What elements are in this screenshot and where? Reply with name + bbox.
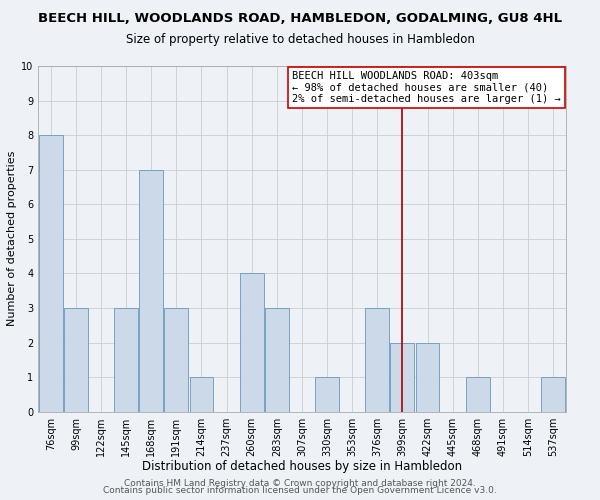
Bar (265, 308, 289, 412)
Bar (315, 377, 339, 412)
Text: Contains public sector information licensed under the Open Government Licence v3: Contains public sector information licen… (103, 486, 497, 495)
Text: Contains HM Land Registry data © Crown copyright and database right 2024.: Contains HM Land Registry data © Crown c… (124, 478, 476, 488)
X-axis label: Distribution of detached houses by size in Hambledon: Distribution of detached houses by size … (142, 460, 462, 473)
Bar (416, 342, 439, 411)
Bar (365, 308, 389, 412)
Bar (541, 377, 565, 412)
Bar (391, 342, 415, 411)
Bar (466, 377, 490, 412)
Bar (190, 377, 214, 412)
Text: BEECH HILL WOODLANDS ROAD: 403sqm
← 98% of detached houses are smaller (40)
2% o: BEECH HILL WOODLANDS ROAD: 403sqm ← 98% … (292, 71, 560, 104)
Bar (39, 135, 63, 411)
Text: BEECH HILL, WOODLANDS ROAD, HAMBLEDON, GODALMING, GU8 4HL: BEECH HILL, WOODLANDS ROAD, HAMBLEDON, G… (38, 12, 562, 26)
Text: Size of property relative to detached houses in Hambledon: Size of property relative to detached ho… (125, 32, 475, 46)
Y-axis label: Number of detached properties: Number of detached properties (7, 151, 17, 326)
Bar (240, 274, 263, 411)
Bar (164, 308, 188, 412)
Bar (64, 308, 88, 412)
Bar (139, 170, 163, 412)
Bar (114, 308, 138, 412)
